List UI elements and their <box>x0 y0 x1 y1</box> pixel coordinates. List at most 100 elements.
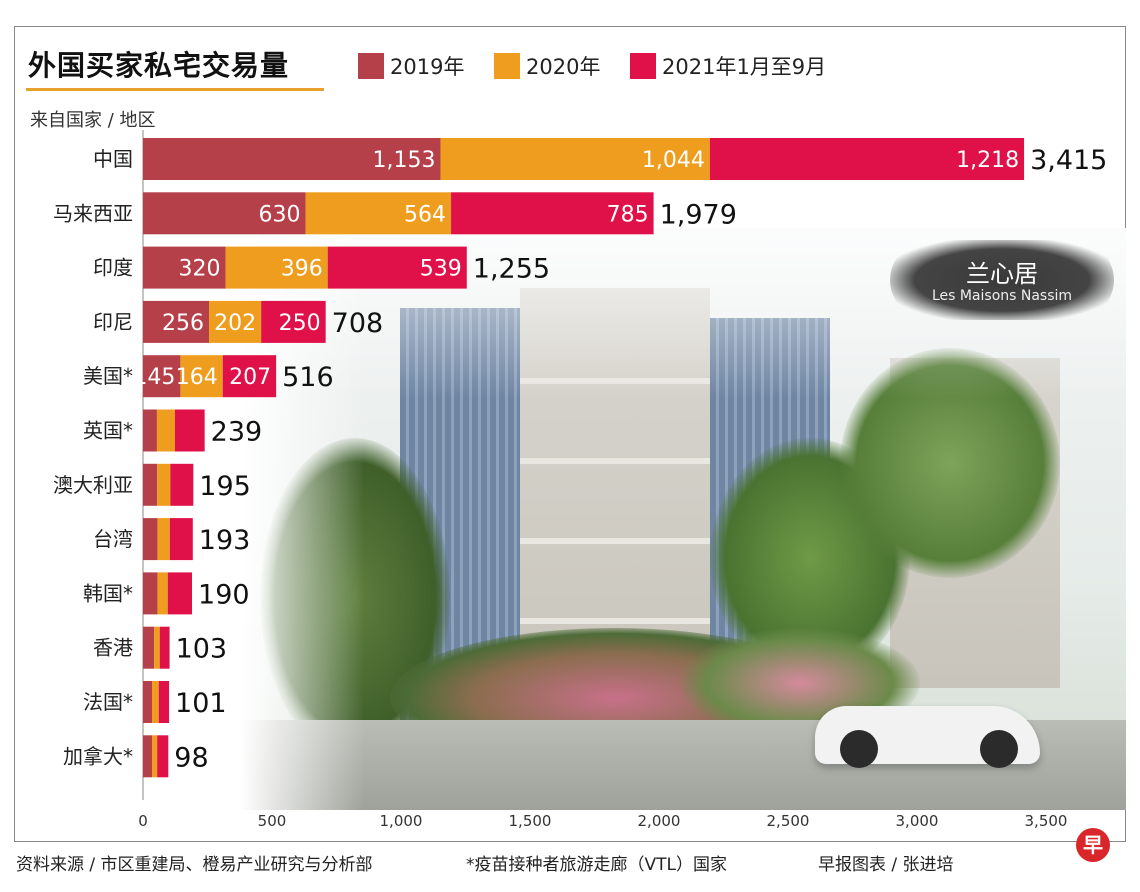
legend-swatch <box>494 53 520 79</box>
total-value-label: 190 <box>198 579 250 610</box>
source-note: 资料来源 / 市区重建局、橙易产业研究与分析部 <box>16 855 373 875</box>
x-tick-label: 3,500 <box>1025 812 1068 830</box>
legend-label: 2021年1月至9月 <box>662 55 827 79</box>
bar-segment <box>143 626 155 669</box>
x-tick-label: 0 <box>138 812 148 830</box>
segment-value-label: 145 <box>133 365 175 390</box>
category-label: 澳大利亚 <box>53 473 133 497</box>
total-value-label: 103 <box>176 634 228 665</box>
bar-segment <box>174 409 205 452</box>
bar-segment <box>143 572 158 615</box>
y-axis-title: 来自国家 / 地区 <box>30 110 156 131</box>
legend-item-2021: 2021年1月至9月 <box>630 52 826 80</box>
segment-value-label: 785 <box>607 202 649 227</box>
bar-segment <box>143 681 153 723</box>
total-value-label: 516 <box>282 362 334 393</box>
total-value-label: 708 <box>332 308 384 339</box>
bar-segment <box>152 735 158 778</box>
bar-segment <box>143 192 306 235</box>
bar-segment <box>327 246 467 289</box>
bar-segment <box>225 246 328 289</box>
category-label: 中国 <box>93 147 133 171</box>
category-label: 印度 <box>93 256 133 280</box>
bar-segment <box>451 192 654 235</box>
segment-value-label: 207 <box>229 365 271 390</box>
segment-value-label: 539 <box>420 257 462 282</box>
project-name-badge: 兰心居 Les Maisons Nassim <box>890 240 1114 320</box>
segment-value-label: 564 <box>404 202 446 227</box>
bar-segment <box>157 518 170 561</box>
legend-swatch <box>358 53 384 79</box>
credit-note: 早报图表 / 张进培 <box>818 855 954 875</box>
legend-label: 2020年 <box>526 55 601 79</box>
total-value-label: 195 <box>199 471 251 502</box>
x-tick-label: 500 <box>258 812 287 830</box>
category-label: 英国* <box>83 419 133 443</box>
bar-segment <box>143 300 210 343</box>
bar-segment <box>180 355 223 398</box>
bar-segment <box>157 572 168 615</box>
legend-item-2020: 2020年 <box>494 52 600 80</box>
category-label: 法国* <box>83 690 133 714</box>
bar-segment <box>222 355 277 398</box>
segment-value-label: 256 <box>162 311 204 336</box>
category-label: 马来西亚 <box>53 201 133 225</box>
bar-segment <box>154 626 160 669</box>
building-photo <box>240 228 1126 810</box>
project-name-en: Les Maisons Nassim <box>931 288 1073 304</box>
total-value-label: 3,415 <box>1030 145 1107 176</box>
bar-segment <box>156 409 175 452</box>
segment-value-label: 320 <box>179 257 221 282</box>
chart-title: 外国买家私宅交易量 <box>28 49 290 82</box>
x-tick-label: 1,500 <box>509 812 552 830</box>
bar-segment <box>143 463 158 506</box>
x-tick-label: 2,000 <box>638 812 681 830</box>
x-tick-label: 2,500 <box>767 812 810 830</box>
bar-segment <box>261 300 326 343</box>
bar-segment <box>709 138 1025 180</box>
total-value-label: 1,979 <box>660 199 737 230</box>
bar-segment <box>170 463 194 506</box>
bar-segment <box>143 735 153 778</box>
project-name-zh: 兰心居 <box>966 260 1038 288</box>
bar-segment <box>159 626 170 669</box>
segment-value-label: 1,218 <box>956 148 1019 173</box>
x-tick-label: 1,000 <box>380 812 423 830</box>
legend-label: 2019年 <box>390 55 465 79</box>
category-label: 印尼 <box>93 310 133 334</box>
zaobao-logo: 早 <box>1076 828 1110 862</box>
category-label: 加拿大* <box>63 744 133 768</box>
bar-segment <box>143 409 157 452</box>
bar-segment <box>157 463 171 506</box>
total-value-label: 1,255 <box>473 254 550 285</box>
segment-value-label: 1,153 <box>372 148 435 173</box>
segment-value-label: 396 <box>281 257 323 282</box>
segment-value-label: 164 <box>176 365 218 390</box>
category-label: 韩国* <box>83 581 133 605</box>
segment-value-label: 630 <box>259 202 301 227</box>
bar-segment <box>440 138 710 180</box>
bar-segment <box>143 518 158 561</box>
bar-segment <box>305 192 452 235</box>
segment-value-label: 1,044 <box>642 148 705 173</box>
title-underline <box>26 88 324 91</box>
bar-segment <box>169 518 193 561</box>
total-value-label: 98 <box>174 742 208 773</box>
total-value-label: 239 <box>211 417 263 448</box>
bar-segment <box>158 681 170 723</box>
vtl-footnote: *疫苗接种者旅游走廊（VTL）国家 <box>466 855 727 875</box>
bar-segment <box>143 138 441 180</box>
bar-segment <box>143 246 226 289</box>
segment-value-label: 250 <box>279 311 321 336</box>
bar-segment <box>143 355 181 398</box>
total-value-label: 101 <box>175 688 227 719</box>
category-label: 台湾 <box>93 527 133 551</box>
legend-item-2019: 2019年 <box>358 52 464 80</box>
total-value-label: 193 <box>199 525 251 556</box>
x-tick-label: 3,000 <box>896 812 939 830</box>
legend-swatch <box>630 53 656 79</box>
segment-value-label: 202 <box>214 311 256 336</box>
bar-segment <box>152 681 159 723</box>
category-label: 美国* <box>83 364 133 388</box>
bar-segment <box>209 300 262 343</box>
